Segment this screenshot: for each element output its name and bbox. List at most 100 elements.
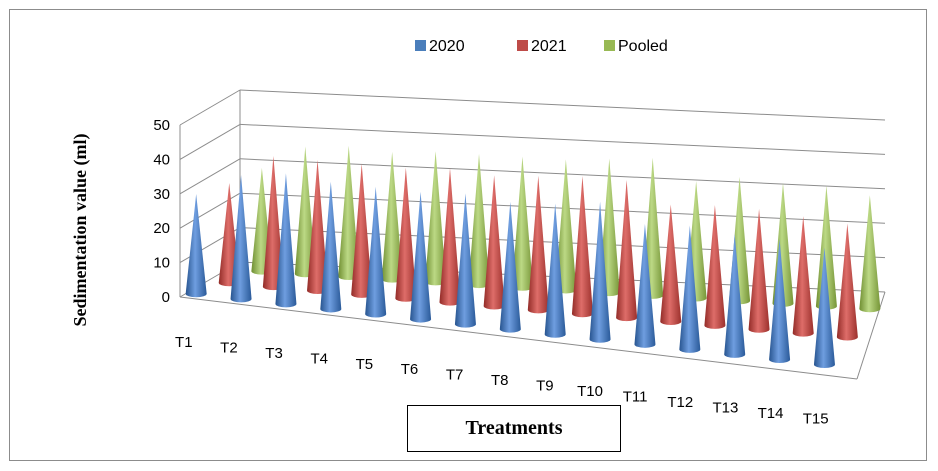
gridline-back (239, 158, 886, 190)
cone-mark (813, 247, 835, 369)
cone-2021-T7 (483, 175, 505, 310)
x-tick-label: T6 (401, 361, 419, 378)
cone-2021-T15 (836, 223, 858, 341)
cone-2021-T9 (571, 176, 593, 318)
x-tick-label: T11 (623, 389, 648, 406)
cone-mark (660, 204, 682, 326)
x-tick-label: T15 (803, 410, 829, 427)
y-tick-label: 30 (153, 186, 170, 203)
cone-mark (634, 223, 656, 348)
cone-mark (425, 151, 447, 286)
chart-cones (185, 145, 881, 369)
x-tick-label: T7 (446, 367, 464, 384)
chart-ticks: 0 10 20 30 40 50 T1 T2 T3 T4 T5 T6 T7 T8 T9 T10 T11 T12 T1… (153, 117, 828, 427)
cone-mark (468, 153, 490, 289)
cone-2021-T2 (262, 155, 284, 291)
cone-2021-T11 (660, 204, 682, 326)
x-tick-label: T10 (577, 383, 603, 400)
cone-mark (589, 201, 611, 343)
cone-mark (769, 239, 791, 363)
floor-right-edge (856, 291, 886, 380)
cone-mark (395, 167, 417, 302)
cone-mark (748, 208, 770, 333)
cone-2020-T12 (679, 225, 701, 353)
cone-2021-T6 (439, 167, 461, 306)
cone-2021-T4 (351, 163, 373, 298)
chart-legend: 2020 2021 Pooled (415, 38, 668, 55)
cone-mark (527, 175, 549, 314)
y-tick-label: 10 (153, 255, 170, 272)
x-tick-label: T13 (712, 400, 738, 417)
cone-Pooled-T3 (338, 145, 360, 280)
cone-mark (351, 163, 373, 298)
y-tick-label: 20 (153, 220, 170, 237)
cone-Pooled-T4 (381, 151, 403, 283)
cone-2020-T10 (589, 201, 611, 343)
cone-mark (859, 195, 881, 313)
floor-front-edge (179, 296, 858, 380)
cone-2020-T13 (724, 234, 746, 358)
cone-mark (320, 181, 342, 313)
cone-mark (338, 145, 360, 280)
cone-mark (365, 186, 387, 318)
cone-mark (454, 193, 476, 328)
cone-mark (792, 216, 814, 337)
cone-mark (679, 225, 701, 353)
x-tick-label: T14 (758, 405, 784, 422)
cone-2020-T14 (769, 239, 791, 363)
cone-mark (836, 223, 858, 341)
cone-2020-T1 (185, 194, 207, 298)
x-tick-label: T2 (220, 339, 238, 356)
cone-2020-T3 (275, 173, 297, 308)
x-tick-label: T8 (491, 372, 509, 389)
cone-mark (275, 173, 297, 308)
cone-mark (294, 146, 316, 278)
cone-mark (555, 159, 577, 294)
cone-mark (439, 167, 461, 306)
x-tick-label: T4 (310, 350, 328, 367)
y-tick-label: 40 (153, 151, 170, 168)
cone-2020-T2 (230, 175, 252, 303)
legend-label: 2021 (531, 38, 567, 55)
y-axis-label: Sedimentation value (ml) (70, 134, 91, 327)
y-tick-label: 50 (153, 117, 170, 134)
cone-2021-T10 (616, 180, 638, 322)
gridline-back (239, 89, 886, 121)
cone-2020-T15 (813, 247, 835, 369)
cone-mark (185, 194, 207, 298)
cone-2020-T7 (454, 193, 476, 328)
cone-2021-T5 (395, 167, 417, 302)
cone-mark (262, 155, 284, 291)
cone-2020-T9 (544, 203, 566, 338)
cone-mark (571, 176, 593, 318)
cone-Pooled-T5 (425, 151, 447, 286)
cone-mark (499, 201, 521, 333)
cone-mark (230, 175, 252, 303)
cone-mark (511, 156, 533, 291)
cone-mark (381, 151, 403, 283)
cone-mark (544, 203, 566, 338)
cone-mark (307, 159, 329, 295)
cone-Pooled-T8 (555, 159, 577, 294)
cone-mark (704, 204, 726, 329)
x-axis-label: Treatments (407, 405, 621, 452)
gridline-side (179, 123, 241, 160)
legend-swatch (604, 40, 615, 51)
cone-mark (616, 180, 638, 322)
cone-2021-T3 (307, 159, 329, 295)
cone-Pooled-T2 (294, 146, 316, 278)
gridline-side (179, 158, 241, 195)
legend-label: Pooled (618, 38, 668, 55)
cone-2021-T13 (748, 208, 770, 333)
gridline-back (239, 123, 886, 155)
cone-Pooled-T14 (815, 185, 837, 310)
cone-Pooled-T15 (859, 195, 881, 313)
cone-mark (410, 191, 432, 323)
x-tick-label: T12 (667, 394, 693, 411)
legend-swatch (415, 40, 426, 51)
gridline-side (179, 89, 241, 126)
cone-2021-T12 (704, 204, 726, 329)
y-tick-label: 0 (162, 289, 170, 306)
cone-mark (815, 185, 837, 310)
